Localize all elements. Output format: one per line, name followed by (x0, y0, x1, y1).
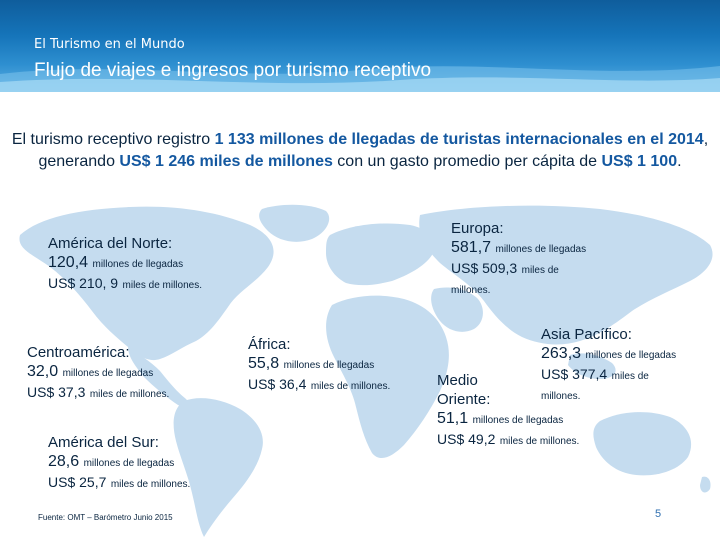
intro-text-2: , generando (38, 131, 709, 170)
revenue-unit: miles de millones. (499, 436, 580, 447)
revenue-unit-2: millones. (541, 391, 581, 402)
region-arrivals: 28,6 millones de llegadas (48, 452, 190, 473)
region-revenue: US$ 509,3 miles de (451, 259, 586, 280)
region-revenue: US$ 49,2 miles de millones. (437, 430, 579, 451)
map-europe (326, 223, 435, 286)
region-arrivals: 32,0 millones de llegadas (27, 362, 169, 383)
wave-decoration (0, 66, 720, 92)
region-revenue: US$ 25,7 miles de millones. (48, 473, 190, 494)
arrivals-value: 28,6 (48, 453, 80, 470)
world-map (19, 204, 713, 537)
section-supertitle: El Turismo en el Mundo (34, 37, 185, 52)
intro-per-capita-highlight: US$ 1 100 (601, 153, 678, 170)
map-north-america (19, 206, 274, 361)
revenue-value: US$ 25,7 (48, 474, 107, 490)
arrivals-value: 581,7 (451, 239, 492, 256)
arrivals-unit: millones de llegadas (495, 244, 587, 255)
region-arrivals: 263,3 millones de llegadas (541, 344, 676, 365)
arrivals-value: 120,4 (48, 254, 89, 271)
region-name: América del Sur: (48, 434, 159, 451)
revenue-unit-2: millones. (451, 285, 491, 296)
arrivals-unit: millones de llegadas (472, 415, 564, 426)
region-africa: África: 55,8 millones de llegadas US$ 36… (248, 335, 390, 396)
map-new-zealand (700, 476, 711, 493)
intro-text-3: con un gasto promedio per cápita de (332, 153, 602, 170)
region-arrivals: 581,7 millones de llegadas (451, 238, 586, 259)
intro-text-4: . (677, 153, 682, 170)
region-medio-oriente: Medio Oriente: 51,1 millones de llegadas… (437, 371, 579, 451)
region-revenue: US$ 37,3 miles de millones. (27, 383, 169, 404)
intro-paragraph: El turismo receptivo registro 1 133 mill… (6, 129, 714, 173)
page-title: Flujo de viajes e ingresos por turismo r… (34, 60, 432, 81)
region-arrivals: 55,8 millones de llegadas (248, 354, 390, 375)
arrivals-value: 263,3 (541, 345, 582, 362)
region-centroamerica: Centroamérica: 32,0 millones de llegadas… (27, 343, 169, 404)
revenue-unit: miles de (521, 265, 559, 276)
page-number: 5 (655, 508, 662, 520)
revenue-value: US$ 37,3 (27, 384, 86, 400)
region-name-line2: Oriente: (437, 391, 491, 408)
map-asia (419, 205, 713, 345)
arrivals-unit: millones de llegadas (92, 259, 184, 270)
revenue-unit: miles de millones. (122, 280, 202, 291)
revenue-value: US$ 210, 9 (48, 275, 119, 291)
source-footnote: Fuente: OMT – Barómetro Junio 2015 (38, 513, 173, 522)
revenue-value: US$ 49,2 (437, 431, 496, 447)
region-arrivals: 51,1 millones de llegadas (437, 409, 579, 430)
intro-revenue-highlight: US$ 1 246 miles de millones (119, 153, 333, 170)
region-name-line1: Medio (437, 372, 478, 389)
revenue-value: US$ 377,4 (541, 366, 608, 382)
region-name: África: (248, 336, 291, 353)
intro-arrivals-highlight: 1 133 millones de llegadas de turistas i… (214, 131, 704, 148)
arrivals-unit: millones de llegadas (62, 368, 154, 379)
region-revenue: US$ 377,4 miles de (541, 365, 676, 386)
map-central-america (128, 347, 189, 407)
region-asia-pacifico: Asia Pacífico: 263,3 millones de llegada… (541, 325, 676, 406)
region-name: Centroamérica: (27, 344, 130, 361)
map-greenland (259, 204, 330, 242)
revenue-unit: miles de millones. (89, 389, 170, 400)
header-banner: El Turismo en el Mundo Flujo de viajes e… (0, 0, 720, 92)
map-australia (593, 412, 692, 476)
region-revenue: US$ 210, 9 miles de millones. (48, 274, 202, 295)
map-africa (326, 295, 449, 459)
arrivals-unit: millones de llegadas (585, 350, 677, 361)
map-middle-east (431, 287, 483, 332)
region-revenue: US$ 36,4 miles de millones. (248, 375, 390, 396)
revenue-value: US$ 509,3 (451, 260, 518, 276)
intro-text-1: El turismo receptivo registro (11, 131, 215, 148)
revenue-unit: miles de millones. (110, 479, 191, 490)
arrivals-unit: millones de llegadas (283, 360, 375, 371)
arrivals-value: 55,8 (248, 355, 280, 372)
region-revenue-cont: millones. (451, 280, 586, 300)
region-revenue-cont: millones. (541, 386, 676, 406)
map-south-america (173, 398, 263, 537)
map-southeast-asia (568, 353, 616, 379)
revenue-value: US$ 36,4 (248, 376, 307, 392)
arrivals-value: 51,1 (437, 410, 469, 427)
region-name: Europa: (451, 220, 504, 237)
arrivals-unit: millones de llegadas (83, 458, 175, 469)
arrivals-value: 32,0 (27, 363, 59, 380)
region-america-norte: América del Norte: 120,4 millones de lle… (48, 234, 202, 295)
region-america-sur: América del Sur: 28,6 millones de llegad… (48, 433, 190, 494)
revenue-unit: miles de millones. (310, 381, 391, 392)
revenue-unit: miles de (611, 371, 649, 382)
region-name: América del Norte: (48, 235, 173, 252)
region-arrivals: 120,4 millones de llegadas (48, 253, 202, 274)
region-name: Asia Pacífico: (541, 326, 632, 343)
region-europa: Europa: 581,7 millones de llegadas US$ 5… (451, 219, 586, 300)
